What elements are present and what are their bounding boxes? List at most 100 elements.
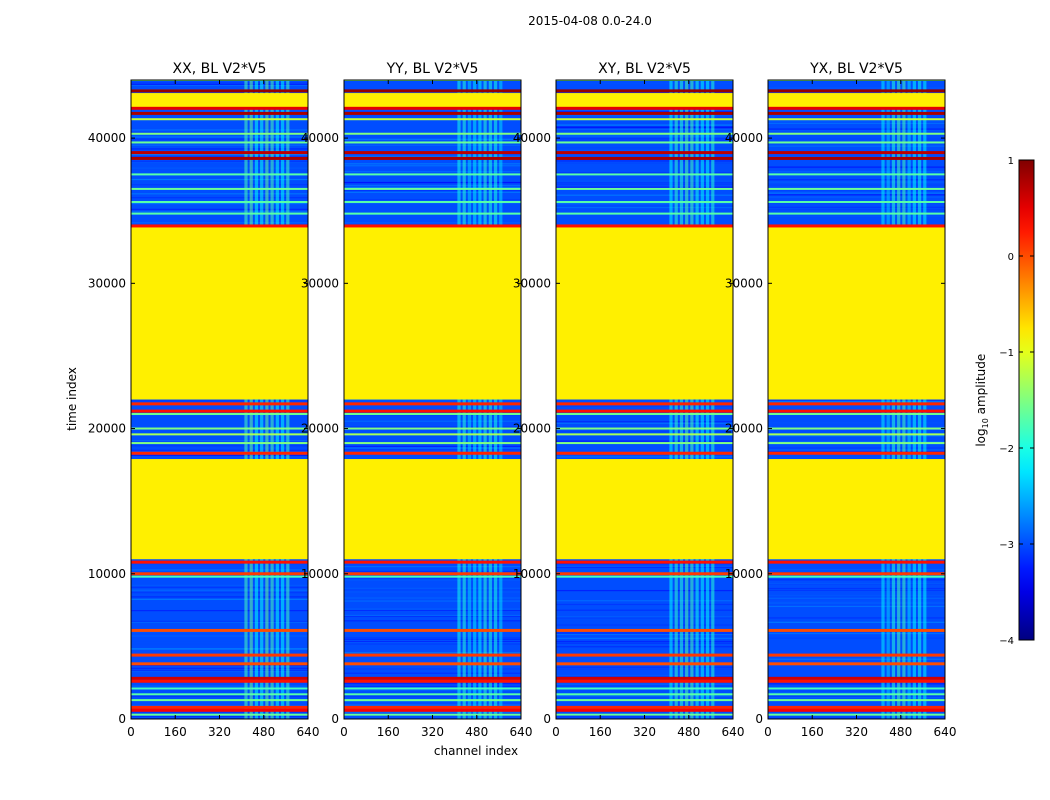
noise-row [768,194,945,196]
bright-row [131,713,308,716]
bright-row [131,575,308,578]
x-tick-label: 0 [552,725,560,739]
noise-row [131,685,308,687]
noise-row [131,120,308,122]
noise-row [768,401,945,403]
y-tick-label: 20000 [725,422,763,436]
noise-row [768,696,945,699]
panel-4-image [768,80,945,719]
noise-row [344,420,521,422]
noise-row [556,683,733,685]
noise-row [556,206,733,209]
y-axis-label: time index [65,367,79,431]
bright-row [768,693,945,696]
noise-row [768,169,945,171]
noise-row [344,643,521,645]
bright-row [556,413,733,416]
bright-row [556,173,733,176]
noise-row [344,181,521,184]
noise-row [556,637,733,639]
high-amplitude-row [344,708,521,712]
bright-row [768,713,945,716]
bright-row [768,687,945,690]
flagged-block [344,93,521,110]
noise-row [556,632,733,634]
noise-row [768,87,945,89]
noise-row [131,586,308,588]
noise-row [131,598,308,600]
bright-row [556,427,733,430]
y-tick-label: 10000 [301,567,339,581]
bright-row [131,699,308,702]
panel-1-title: XX, BL V2*V5 [173,61,267,77]
noise-row [131,640,308,642]
noise-row [344,614,521,617]
y-tick-label: 40000 [88,131,126,145]
high-amplitude-row [556,628,733,632]
noise-row [131,664,308,666]
noise-row [556,124,733,126]
high-amplitude-row [131,676,308,680]
noise-row [768,602,945,604]
high-amplitude-row [344,679,521,683]
noise-row [131,160,308,162]
x-tick-label: 640 [297,725,320,739]
noise-row [131,584,308,586]
y-tick-label: 10000 [513,567,551,581]
high-amplitude-row [131,628,308,632]
noise-row [556,421,733,423]
high-amplitude-row [556,409,733,413]
high-amplitude-row [344,89,521,93]
high-amplitude-row [768,628,945,632]
noise-row [768,179,945,181]
noise-row [556,172,733,174]
noise-row [131,563,308,565]
high-amplitude-row [768,156,945,160]
bright-row [344,212,521,215]
noise-row [768,449,945,451]
noise-row [768,583,945,585]
noise-row [556,456,733,458]
high-amplitude-row [768,560,945,564]
noise-row [131,83,308,86]
noise-row [556,203,733,205]
noise-row [556,646,733,648]
colorbar-label-prefix: log [973,428,988,447]
noise-row [344,685,521,687]
noise-row [556,674,733,677]
noise-row [768,601,945,603]
y-tick-label: 20000 [301,422,339,436]
high-amplitude-row [344,628,521,632]
x-tick-label: 0 [764,725,772,739]
noise-row [344,668,521,670]
noise-row [556,640,733,643]
noise-row [556,617,733,620]
noise-row [344,200,521,202]
noise-row [768,192,945,194]
high-amplitude-row [768,679,945,683]
bright-row [131,132,308,135]
bright-row [556,687,733,690]
noise-row [556,128,733,131]
bright-row [344,687,521,690]
high-amplitude-row [131,653,308,657]
noise-row [556,181,733,184]
panel-2-title: YY, BL V2*V5 [386,61,479,77]
noise-row [131,202,308,205]
panel-2-image [344,80,521,719]
bright-row [556,132,733,135]
noise-row [556,620,733,622]
bright-row [768,132,945,135]
high-amplitude-row [556,705,733,709]
noise-row [344,712,521,715]
high-amplitude-row [768,409,945,413]
noise-row [131,439,308,442]
bright-row [768,442,945,445]
noise-row [344,191,521,193]
bright-row [768,413,945,416]
flagged-block [556,459,733,560]
noise-row [768,166,945,169]
high-amplitude-row [131,409,308,413]
noise-row [768,594,945,597]
noise-row [768,435,945,437]
